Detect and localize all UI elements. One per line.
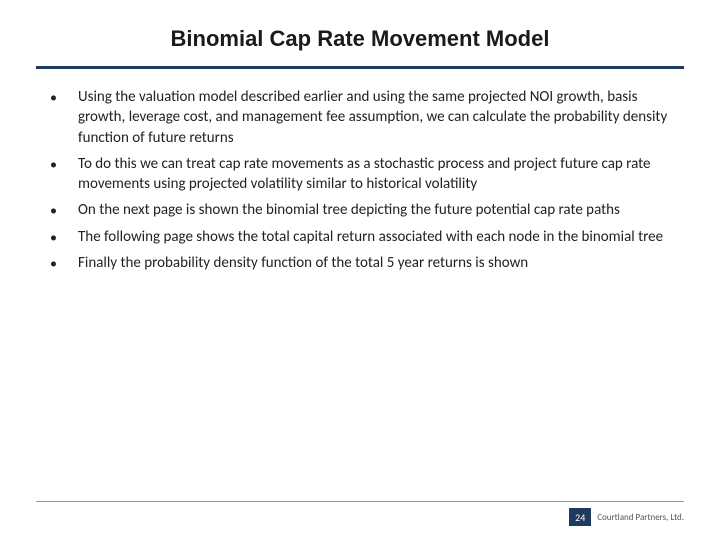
footer-company: Courtland Partners, Ltd. xyxy=(597,512,684,523)
bullet-item: • To do this we can treat cap rate movem… xyxy=(50,154,670,195)
page-number: 24 xyxy=(569,508,591,526)
bullet-text: Using the valuation model described earl… xyxy=(78,87,670,148)
bullet-marker: • xyxy=(50,227,78,246)
bullet-marker: • xyxy=(50,253,78,272)
footer: 24 Courtland Partners, Ltd. xyxy=(569,508,684,526)
content-area: • Using the valuation model described ea… xyxy=(0,87,720,273)
footer-rule xyxy=(36,501,684,502)
bullet-marker: • xyxy=(50,200,78,219)
bullet-item: • On the next page is shown the binomial… xyxy=(50,200,670,220)
bullet-text: The following page shows the total capit… xyxy=(78,227,670,247)
bullet-text: Finally the probability density function… xyxy=(78,253,670,273)
bullet-text: On the next page is shown the binomial t… xyxy=(78,200,670,220)
title-rule xyxy=(36,66,684,69)
bullet-marker: • xyxy=(50,87,78,106)
bullet-text: To do this we can treat cap rate movemen… xyxy=(78,154,670,195)
bullet-marker: • xyxy=(50,154,78,173)
slide: Binomial Cap Rate Movement Model • Using… xyxy=(0,0,720,540)
bullet-item: • Using the valuation model described ea… xyxy=(50,87,670,148)
bullet-item: • Finally the probability density functi… xyxy=(50,253,670,273)
slide-title: Binomial Cap Rate Movement Model xyxy=(0,0,720,66)
bullet-item: • The following page shows the total cap… xyxy=(50,227,670,247)
